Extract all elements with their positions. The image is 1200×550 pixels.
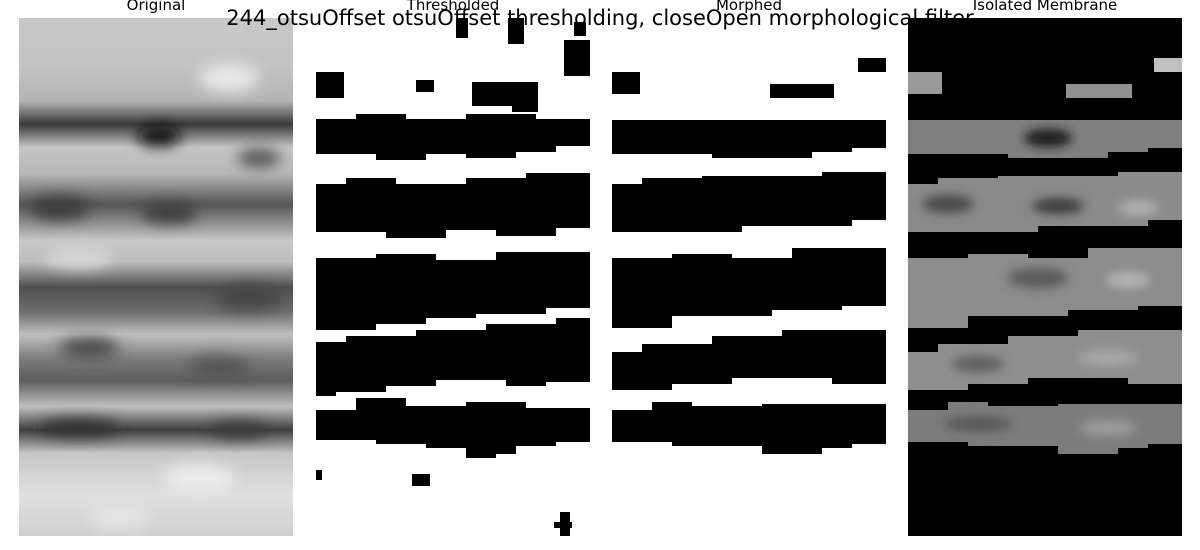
panel-isolated-title: Isolated Membrane [972, 0, 1118, 14]
panel-thresholded-image [316, 18, 590, 536]
panel-morphed-title: Morphed [715, 0, 783, 14]
panel-isolated-image [908, 18, 1182, 536]
panel-original-title: Original [126, 0, 186, 14]
panel-original-image [19, 18, 293, 536]
panel-morphed-image [612, 18, 886, 536]
panel-thresholded-title: Thresholded [406, 0, 500, 14]
figure-suptitle: 244_otsuOffset otsuOffset thresholding, … [226, 6, 974, 30]
